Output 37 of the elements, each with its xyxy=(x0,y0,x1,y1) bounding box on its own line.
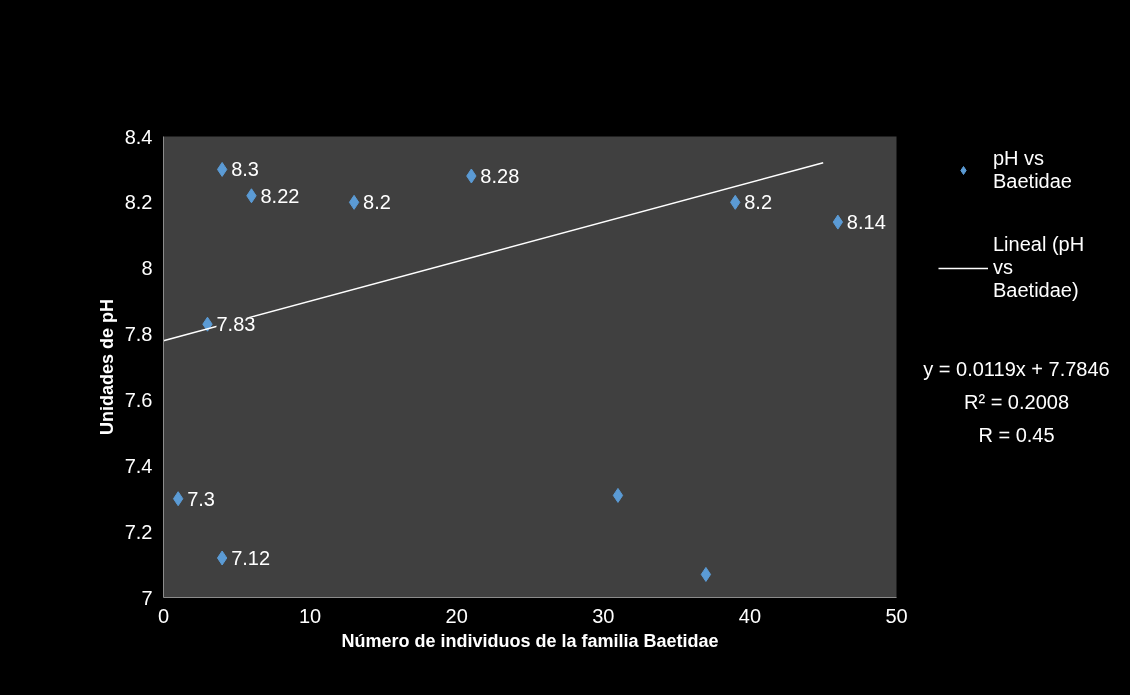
text: R = 0.45 xyxy=(978,423,1055,446)
x-axis-title: Número de individuos de la familia Baetidae xyxy=(341,630,719,651)
point xyxy=(172,491,184,507)
x-tick-label: 20 xyxy=(445,604,468,627)
point xyxy=(832,214,844,230)
y-tick-label: 7.2 xyxy=(124,520,153,543)
x-tick-label: 50 xyxy=(885,604,908,627)
y-tick-label: 7.8 xyxy=(124,323,153,346)
text: y = 0.0119x + 7.7846 xyxy=(923,357,1110,380)
point xyxy=(348,194,360,210)
y-tick-label: 7.6 xyxy=(124,388,153,411)
y-tick-label: 8 xyxy=(141,257,153,280)
legend-label: pH vs Baetidae xyxy=(993,147,1072,193)
data-label: 8.3 xyxy=(231,158,259,181)
y-tick-label: 8.2 xyxy=(124,191,153,214)
x-tick-label: 30 xyxy=(592,604,615,627)
point xyxy=(612,487,624,503)
text: R² = 0.2008 xyxy=(963,390,1070,413)
data-label: 8.2 xyxy=(363,191,391,214)
point xyxy=(216,161,228,177)
point xyxy=(700,566,712,582)
y-tick-label: 8.4 xyxy=(124,125,153,148)
data-label: 7.83 xyxy=(216,313,256,336)
data-label: 8.2 xyxy=(744,191,773,214)
y-axis-title: Unidades de pH xyxy=(96,298,117,436)
data-label: 8.28 xyxy=(480,165,520,188)
point xyxy=(216,550,228,566)
data-label: 7.12 xyxy=(231,546,271,569)
x-tick-label: 10 xyxy=(298,604,322,627)
data-label: 7.3 xyxy=(187,487,215,510)
x-tick-label: 0 xyxy=(157,604,170,627)
y-tick-label: 7.4 xyxy=(124,454,153,477)
legend-label: Lineal (pH vs Baetidae) xyxy=(993,233,1085,302)
data-label: 8.14 xyxy=(846,211,886,234)
data-label: 8.22 xyxy=(260,184,300,207)
x-tick-label: 40 xyxy=(738,604,762,627)
y-tick-label: 7 xyxy=(141,586,153,609)
